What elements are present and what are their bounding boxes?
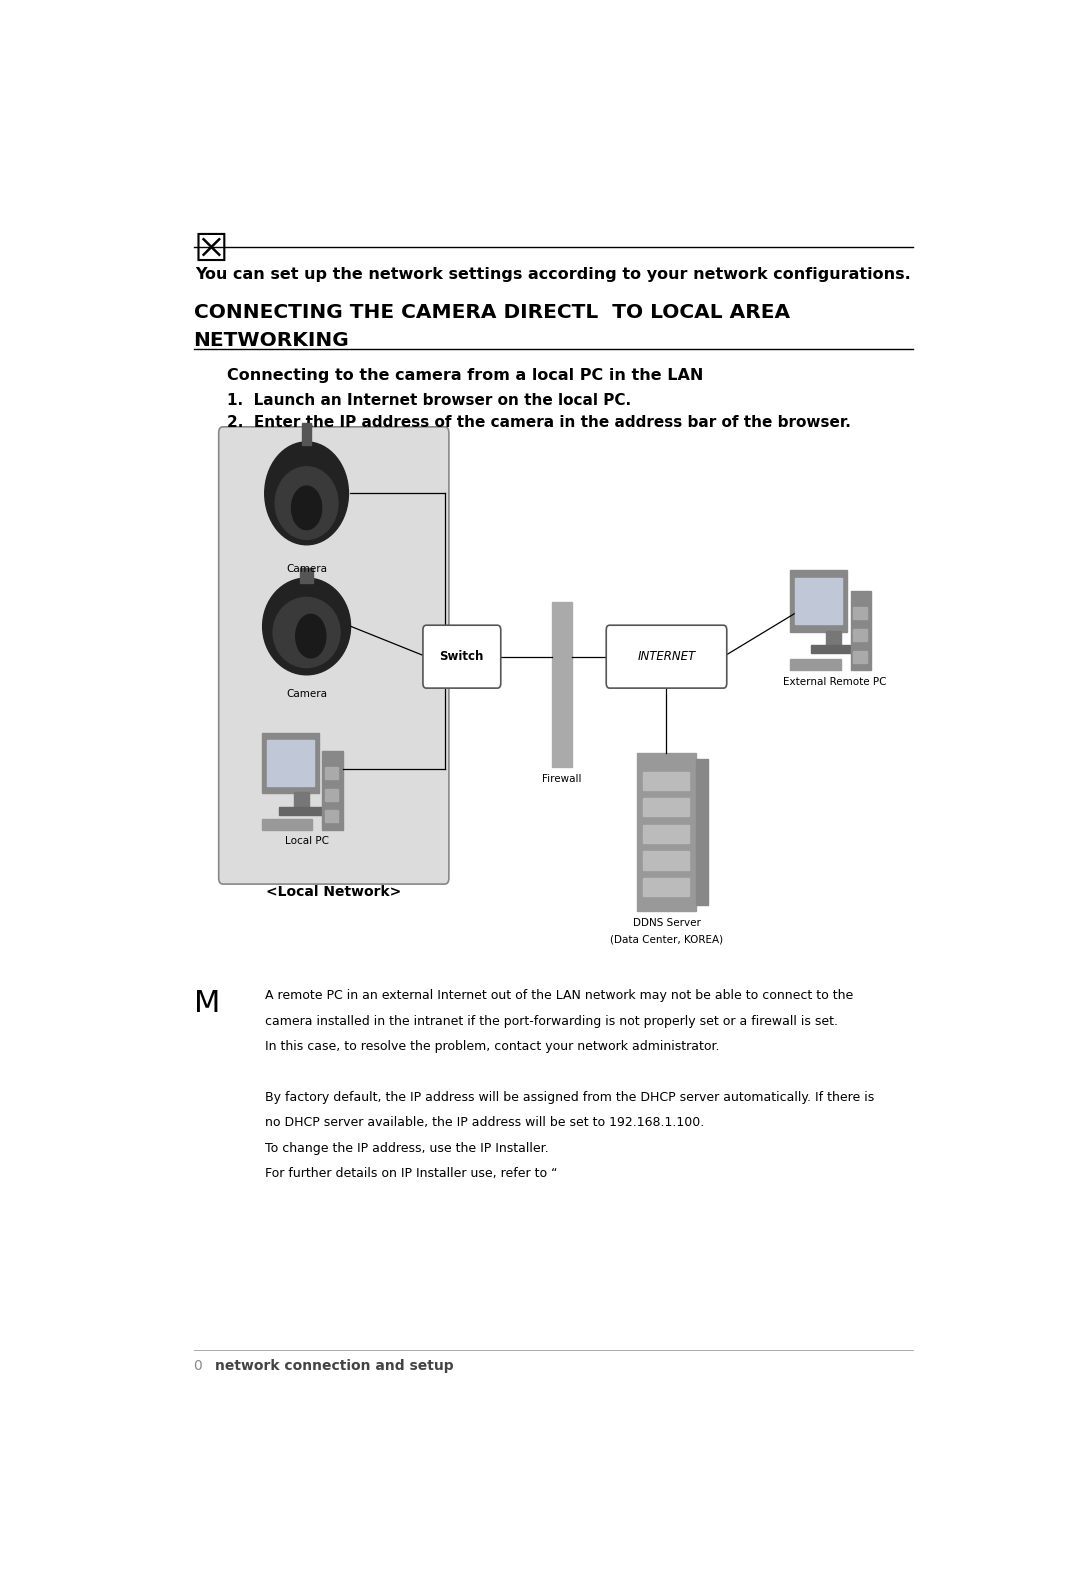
Circle shape [296, 614, 326, 658]
Circle shape [292, 485, 322, 529]
Bar [851, 591, 870, 669]
Ellipse shape [265, 441, 349, 545]
Text: Camera: Camera [286, 690, 327, 699]
Bar [795, 578, 842, 624]
Bar [853, 628, 866, 641]
Text: Firewall: Firewall [542, 775, 582, 784]
Bar [323, 751, 342, 829]
Ellipse shape [275, 467, 338, 539]
Bar [643, 771, 689, 790]
Bar [853, 606, 866, 619]
Text: NETWORKING: NETWORKING [193, 331, 349, 350]
Bar [325, 811, 338, 822]
Text: <Local Network>: <Local Network> [266, 886, 401, 899]
Bar [791, 570, 848, 633]
Text: You can set up the network settings according to your network configurations.: You can set up the network settings acco… [195, 267, 912, 283]
Text: In this case, to resolve the problem, contact your network administrator.: In this case, to resolve the problem, co… [265, 1040, 719, 1053]
Text: By factory default, the IP address will be assigned from the DHCP server automat: By factory default, the IP address will … [265, 1090, 874, 1104]
Bar [826, 632, 841, 646]
Ellipse shape [273, 597, 340, 668]
Bar [637, 754, 696, 911]
Bar [262, 818, 312, 829]
FancyBboxPatch shape [606, 625, 727, 688]
FancyBboxPatch shape [218, 427, 449, 884]
Text: Local PC: Local PC [285, 836, 328, 845]
Bar [267, 740, 314, 786]
Bar [325, 767, 338, 779]
Bar [302, 423, 311, 445]
Text: 1.  Launch an Internet browser on the local PC.: 1. Launch an Internet browser on the loc… [227, 393, 631, 408]
Text: A remote PC in an external Internet out of the LAN network may not be able to co: A remote PC in an external Internet out … [265, 990, 853, 1002]
Text: To change the IP address, use the IP Installer.: To change the IP address, use the IP Ins… [265, 1142, 549, 1155]
Text: 0: 0 [193, 1359, 202, 1373]
Text: (Data Center, KOREA): (Data Center, KOREA) [610, 935, 723, 944]
Bar [643, 851, 689, 870]
Text: CONNECTING THE CAMERA DIRECTL  TO LOCAL AREA: CONNECTING THE CAMERA DIRECTL TO LOCAL A… [193, 303, 789, 322]
Bar [643, 825, 689, 844]
Text: Camera: Camera [286, 564, 327, 573]
FancyBboxPatch shape [423, 625, 501, 688]
Text: camera installed in the intranet if the port-forwarding is not properly set or a: camera installed in the intranet if the … [265, 1015, 838, 1027]
Text: network connection and setup: network connection and setup [215, 1359, 454, 1373]
Text: ☒: ☒ [193, 231, 229, 269]
Bar [325, 789, 338, 801]
Text: Connecting to the camera from a local PC in the LAN: Connecting to the camera from a local PC… [227, 368, 703, 383]
Text: 2.  Enter the IP address of the camera in the address bar of the browser.: 2. Enter the IP address of the camera in… [227, 415, 851, 430]
Bar [811, 644, 856, 654]
Text: INTERNET: INTERNET [637, 650, 696, 663]
Bar [643, 878, 689, 895]
Bar [853, 650, 866, 663]
Bar [294, 792, 309, 807]
Text: M: M [193, 990, 220, 1018]
Bar [300, 569, 313, 583]
Text: Switch: Switch [440, 650, 484, 663]
Ellipse shape [262, 578, 351, 676]
Text: External Remote PC: External Remote PC [783, 677, 887, 687]
Bar [696, 759, 708, 905]
Bar [279, 806, 324, 815]
Text: no DHCP server available, the IP address will be set to 192.168.1.100.: no DHCP server available, the IP address… [265, 1117, 704, 1130]
Bar [643, 798, 689, 817]
Bar [262, 732, 320, 793]
Text: For further details on IP Installer use, refer to “: For further details on IP Installer use,… [265, 1167, 557, 1180]
Bar [791, 660, 840, 669]
Text: DDNS Server: DDNS Server [633, 917, 701, 928]
Bar [552, 602, 572, 767]
